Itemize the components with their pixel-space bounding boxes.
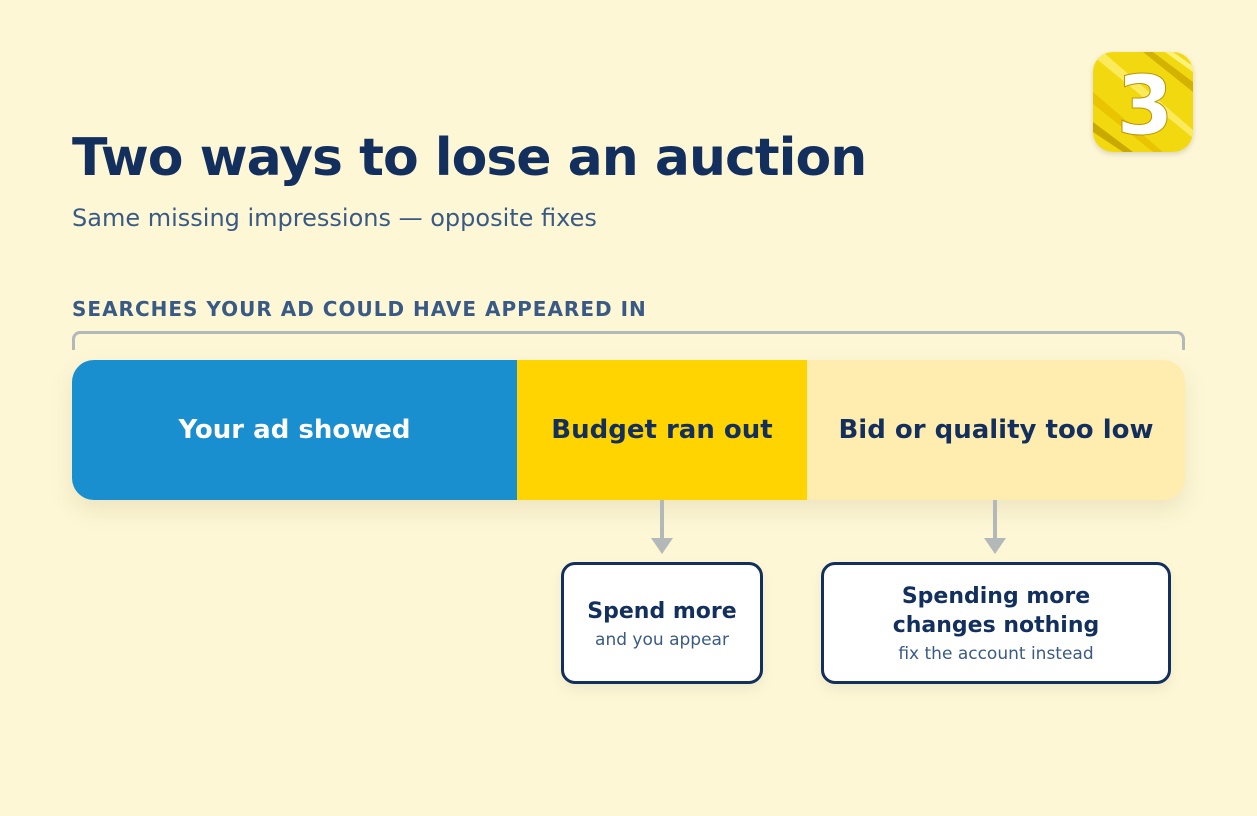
callout-spend-more: Spend more and you appear — [561, 562, 763, 684]
arrow-down-icon — [984, 500, 1006, 554]
callout-title-line-2: changes nothing — [892, 613, 1100, 638]
callout-title: Spending more — [901, 584, 1091, 609]
section-label: SEARCHES YOUR AD COULD HAVE APPEARED IN — [72, 297, 647, 321]
callout-title: Spend more — [587, 598, 737, 624]
segment-bid-quality-low: Bid or quality too low — [807, 360, 1185, 500]
segment-budget-ran-out: Budget ran out — [517, 360, 807, 500]
callout-spending-more-changes-nothing: Spending more changes nothing fix the ac… — [821, 562, 1171, 684]
segment-ad-showed: Your ad showed — [72, 360, 517, 500]
number-three-logo-icon: 3 — [1093, 52, 1193, 152]
svg-text:3: 3 — [1116, 59, 1173, 152]
page-title: Two ways to lose an auction — [72, 128, 867, 188]
callout-subtitle: and you appear — [595, 629, 729, 650]
arrow-down-icon — [651, 500, 673, 554]
bracket-connector — [72, 331, 1185, 350]
page-subtitle: Same missing impressions — opposite fixe… — [72, 204, 597, 232]
callout-subtitle: fix the account instead — [898, 644, 1094, 664]
impression-share-bar: Your ad showed Budget ran out Bid or qua… — [72, 360, 1185, 500]
